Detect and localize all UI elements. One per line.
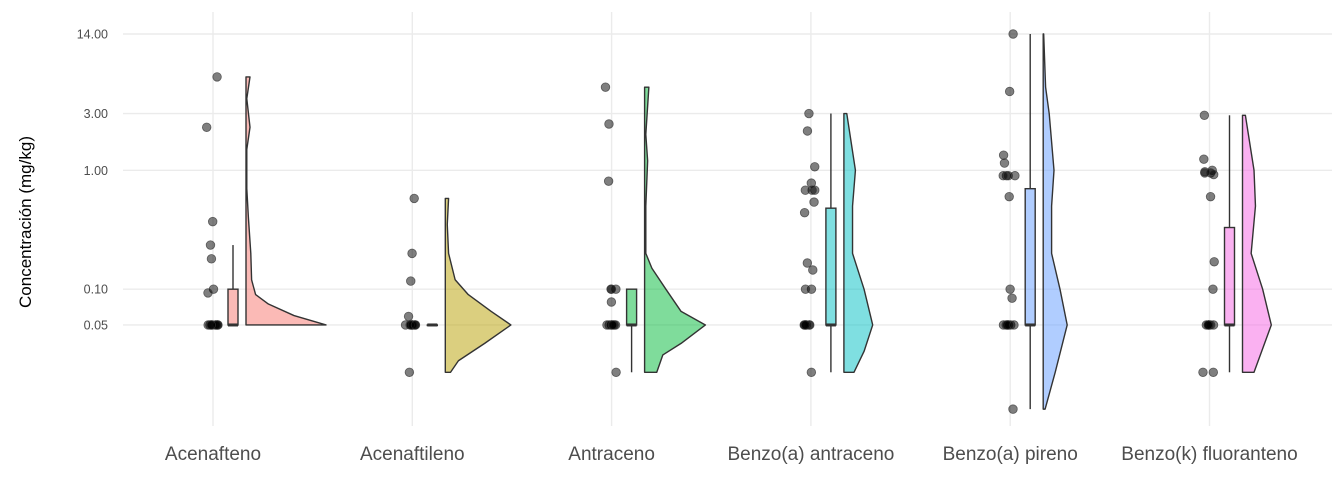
y-axis-title: Concentración (mg/kg) (16, 136, 35, 308)
violin (643, 86, 707, 373)
data-point (810, 162, 820, 172)
data-point (207, 216, 218, 227)
group-benzo-a-antraceno (799, 108, 874, 377)
violin (245, 76, 327, 326)
x-tick-label: Acenafteno (165, 444, 261, 465)
data-point (1009, 320, 1019, 330)
data-point (403, 311, 414, 322)
data-point (201, 122, 212, 132)
group-benzo-a-pireno (998, 29, 1068, 414)
box (227, 288, 239, 326)
data-point (611, 367, 621, 377)
violin (1241, 114, 1272, 373)
data-point (808, 265, 818, 275)
y-tick-label: 14.00 (77, 28, 108, 42)
data-point (1005, 284, 1015, 294)
group-acenaftileno (400, 193, 512, 377)
data-point (1008, 404, 1018, 414)
data-point (607, 320, 618, 330)
data-point (1199, 110, 1210, 120)
violin (843, 112, 874, 373)
data-point (800, 320, 811, 330)
y-tick-label: 3.00 (84, 107, 108, 121)
data-point (1209, 257, 1219, 267)
box (1024, 187, 1036, 326)
data-point (1208, 284, 1218, 294)
data-point (799, 207, 810, 218)
data-point (600, 82, 611, 92)
data-point (409, 193, 419, 204)
data-point (1203, 320, 1213, 330)
data-point (1205, 191, 1216, 202)
data-point (802, 258, 813, 268)
data-point (606, 297, 617, 307)
data-point (800, 185, 811, 195)
x-tick-label: Benzo(k) fluoranteno (1121, 444, 1297, 465)
data-point (1008, 29, 1018, 39)
data-point (407, 248, 417, 259)
data-point (1007, 293, 1017, 303)
data-point (603, 176, 614, 186)
data-point (604, 119, 614, 129)
data-point (406, 276, 416, 286)
data-point (1004, 86, 1015, 97)
data-point (1208, 367, 1219, 377)
data-point (998, 150, 1009, 160)
box (825, 207, 837, 326)
data-point (206, 320, 216, 330)
y-tick-label: 1.00 (84, 164, 108, 178)
data-point (404, 367, 415, 377)
data-point (410, 320, 421, 330)
data-point (212, 72, 222, 82)
box (1223, 226, 1236, 326)
violin (1042, 33, 1068, 410)
violin (444, 197, 512, 373)
group-antraceno (600, 82, 707, 377)
data-point (1004, 191, 1014, 202)
x-tick-label: Benzo(a) antraceno (727, 444, 894, 465)
groups (201, 29, 1272, 414)
data-point (203, 288, 213, 298)
group-acenafteno (201, 72, 327, 330)
data-point (1208, 169, 1219, 180)
data-point (800, 284, 811, 294)
data-point (806, 367, 817, 377)
data-point (999, 158, 1010, 168)
x-tick-label: Antraceno (568, 444, 655, 465)
x-axis-ticks: Acenafteno Acenaftileno Antraceno Benzo(a) … (165, 444, 1298, 465)
data-point (1198, 367, 1208, 377)
y-tick-label: 0.05 (84, 318, 108, 332)
grid (123, 12, 1332, 426)
data-point (205, 240, 216, 250)
data-point (206, 254, 217, 264)
x-tick-label: Benzo(a) pireno (943, 444, 1078, 465)
group-benzo-k-fluoranteno (1198, 110, 1272, 377)
data-point (809, 197, 819, 207)
data-point (802, 126, 813, 136)
data-point (998, 171, 1008, 181)
box (625, 288, 638, 326)
data-point (1199, 154, 1209, 164)
y-axis-ticks: 0.05 0.10 1.00 3.00 14.00 (77, 28, 108, 333)
data-point (606, 284, 617, 294)
x-tick-label: Acenaftileno (360, 444, 465, 465)
data-point (804, 108, 814, 119)
y-tick-label: 0.10 (84, 283, 108, 297)
